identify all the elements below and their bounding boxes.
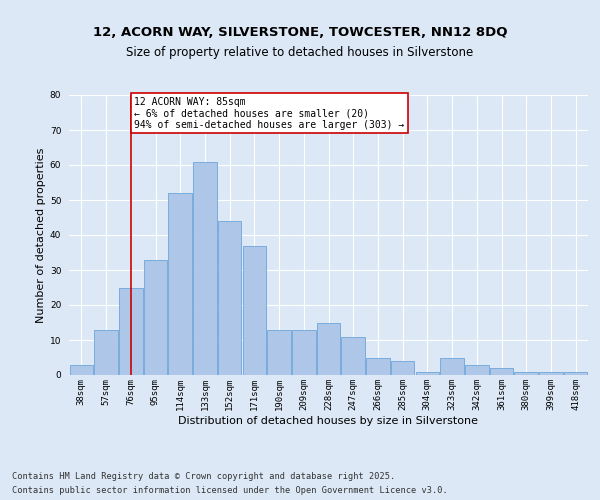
Bar <box>366 358 389 375</box>
Bar <box>440 358 464 375</box>
Bar <box>193 162 217 375</box>
Bar <box>119 288 143 375</box>
Bar <box>94 330 118 375</box>
Bar <box>341 336 365 375</box>
Text: Size of property relative to detached houses in Silverstone: Size of property relative to detached ho… <box>127 46 473 59</box>
Text: Contains public sector information licensed under the Open Government Licence v3: Contains public sector information licen… <box>12 486 448 495</box>
Bar <box>70 364 93 375</box>
Bar <box>490 368 513 375</box>
Text: 12 ACORN WAY: 85sqm
← 6% of detached houses are smaller (20)
94% of semi-detache: 12 ACORN WAY: 85sqm ← 6% of detached hou… <box>134 97 405 130</box>
Bar <box>242 246 266 375</box>
Bar <box>539 372 563 375</box>
Bar <box>514 372 538 375</box>
Text: 12, ACORN WAY, SILVERSTONE, TOWCESTER, NN12 8DQ: 12, ACORN WAY, SILVERSTONE, TOWCESTER, N… <box>93 26 507 39</box>
Bar <box>218 221 241 375</box>
Bar <box>416 372 439 375</box>
Bar <box>391 361 415 375</box>
Bar <box>144 260 167 375</box>
Text: Contains HM Land Registry data © Crown copyright and database right 2025.: Contains HM Land Registry data © Crown c… <box>12 472 395 481</box>
Bar <box>564 372 587 375</box>
Y-axis label: Number of detached properties: Number of detached properties <box>35 148 46 322</box>
Bar <box>465 364 488 375</box>
Bar <box>317 322 340 375</box>
Bar <box>292 330 316 375</box>
X-axis label: Distribution of detached houses by size in Silverstone: Distribution of detached houses by size … <box>179 416 479 426</box>
Bar <box>169 193 192 375</box>
Bar <box>268 330 291 375</box>
